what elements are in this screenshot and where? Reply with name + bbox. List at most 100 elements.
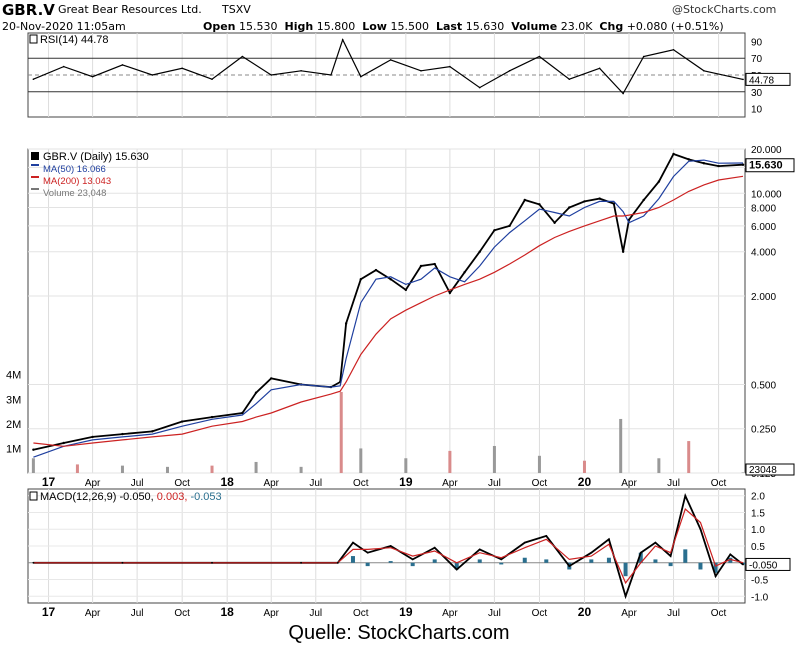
price-point bbox=[493, 229, 496, 232]
price-point bbox=[553, 221, 556, 224]
price-point bbox=[91, 435, 94, 439]
macd-point bbox=[624, 595, 627, 598]
macd-histogram-bar bbox=[410, 562, 415, 567]
macd-x-label: Oct bbox=[174, 608, 190, 619]
price-last-value: 15.630 bbox=[749, 160, 783, 172]
volume-bar bbox=[210, 465, 214, 473]
price-x-label: Oct bbox=[353, 478, 369, 489]
macd-histogram-bar bbox=[544, 559, 549, 563]
volume-axis-label: 1M bbox=[6, 443, 21, 455]
macd-histogram-bar bbox=[522, 557, 527, 563]
macd-histogram-bar bbox=[728, 557, 733, 563]
macd-point bbox=[352, 541, 354, 544]
price-point bbox=[32, 448, 35, 451]
price-tick-label: 10.000 bbox=[751, 189, 782, 200]
price-tick-label: 20.000 bbox=[751, 145, 782, 156]
volume-bar bbox=[120, 465, 124, 473]
volume-bar bbox=[741, 472, 745, 473]
price-point bbox=[642, 198, 645, 202]
rsi-point bbox=[568, 78, 571, 80]
price-point bbox=[612, 202, 616, 205]
price-point bbox=[741, 163, 745, 166]
macd-point bbox=[699, 528, 702, 531]
price-tick-label: 4.000 bbox=[751, 248, 776, 259]
low-label: Low bbox=[362, 20, 387, 33]
rsi-point bbox=[742, 78, 744, 81]
rsi-point bbox=[62, 65, 65, 68]
price-x-label: Apr bbox=[621, 478, 637, 489]
macd-histogram-bar bbox=[713, 562, 718, 573]
macd-legend-part: MACD(12,26,9) bbox=[40, 491, 119, 503]
macd-x-label: 17 bbox=[42, 605, 56, 619]
rsi-point bbox=[300, 70, 302, 72]
open-label: Open bbox=[203, 20, 236, 33]
macd-histogram-bar bbox=[638, 552, 643, 563]
price-legend-swatch bbox=[31, 188, 39, 190]
price-point bbox=[568, 206, 571, 209]
price-point bbox=[523, 198, 526, 202]
price-point bbox=[687, 158, 690, 161]
price-point bbox=[717, 164, 720, 168]
open-value: 15.530 bbox=[239, 20, 278, 33]
price-point bbox=[702, 162, 706, 165]
macd-histogram-bar bbox=[606, 557, 611, 563]
macd-legend-part: -0.050, bbox=[119, 491, 156, 503]
macd-point bbox=[669, 555, 672, 557]
macd-last-value: -0.050 bbox=[749, 560, 778, 571]
volume-bar bbox=[165, 466, 169, 473]
macd-point bbox=[32, 561, 35, 564]
macd-x-label: 19 bbox=[399, 605, 413, 619]
price-last-box bbox=[745, 158, 795, 173]
price-x-label: 18 bbox=[221, 475, 235, 489]
macd-point bbox=[568, 565, 571, 568]
macd-point bbox=[366, 551, 369, 554]
rsi-point bbox=[703, 70, 705, 72]
rsi-last-value: 44.78 bbox=[749, 75, 774, 86]
price-x-label: Apr bbox=[263, 478, 279, 489]
quote-line: Open 15.530 High 15.800 Low 15.500 Last … bbox=[203, 20, 724, 33]
macd-legend-part: -0.053 bbox=[190, 491, 221, 503]
volume-bar bbox=[492, 445, 496, 473]
price-x-label: 17 bbox=[42, 475, 56, 489]
price-legend-entry: Volume 23,048 bbox=[43, 188, 106, 199]
macd-tick-label: 1.5 bbox=[751, 508, 765, 519]
price-x-label: Jul bbox=[488, 478, 501, 489]
price-point bbox=[180, 420, 184, 423]
high-label: High bbox=[284, 20, 314, 33]
price-tick-label: 0.250 bbox=[751, 425, 776, 436]
macd-point bbox=[590, 551, 593, 554]
volume-bar bbox=[657, 458, 661, 473]
macd-x-label: Oct bbox=[532, 608, 548, 619]
rsi-point bbox=[211, 78, 213, 80]
macd-point bbox=[300, 561, 302, 564]
volume-bar bbox=[75, 464, 79, 473]
exchange: TSXV bbox=[222, 3, 251, 16]
price-point bbox=[672, 152, 675, 156]
volume-axis-label: 2M bbox=[6, 419, 21, 431]
macd-legend-swatch bbox=[29, 491, 38, 501]
price-point bbox=[254, 391, 258, 394]
price-point bbox=[241, 411, 244, 415]
macd-last-box bbox=[745, 557, 791, 571]
macd-histogram-bar bbox=[477, 559, 482, 563]
price-point bbox=[210, 415, 214, 419]
price-point bbox=[344, 322, 348, 325]
macd-histogram-bar bbox=[668, 562, 673, 567]
volume-bar bbox=[448, 450, 452, 473]
rsi-tick-label: 30 bbox=[751, 88, 763, 99]
price-x-label: Apr bbox=[442, 478, 458, 489]
rsi-point bbox=[598, 67, 601, 70]
price-point bbox=[121, 432, 124, 436]
volume-bar bbox=[582, 460, 586, 473]
last-value: 15.630 bbox=[465, 20, 505, 33]
rsi-legend-swatch bbox=[29, 34, 38, 44]
macd-point bbox=[411, 558, 414, 561]
macd-histogram-bar bbox=[683, 549, 688, 563]
volume-bar bbox=[339, 391, 343, 473]
volume-bar bbox=[31, 458, 35, 473]
macd-histogram-bar bbox=[653, 559, 658, 563]
macd-x-label: 20 bbox=[578, 605, 592, 619]
stock-chart: 9070503010RSI(14) 44.7844.7820.00015.000… bbox=[6, 32, 795, 619]
price-point bbox=[404, 288, 408, 292]
